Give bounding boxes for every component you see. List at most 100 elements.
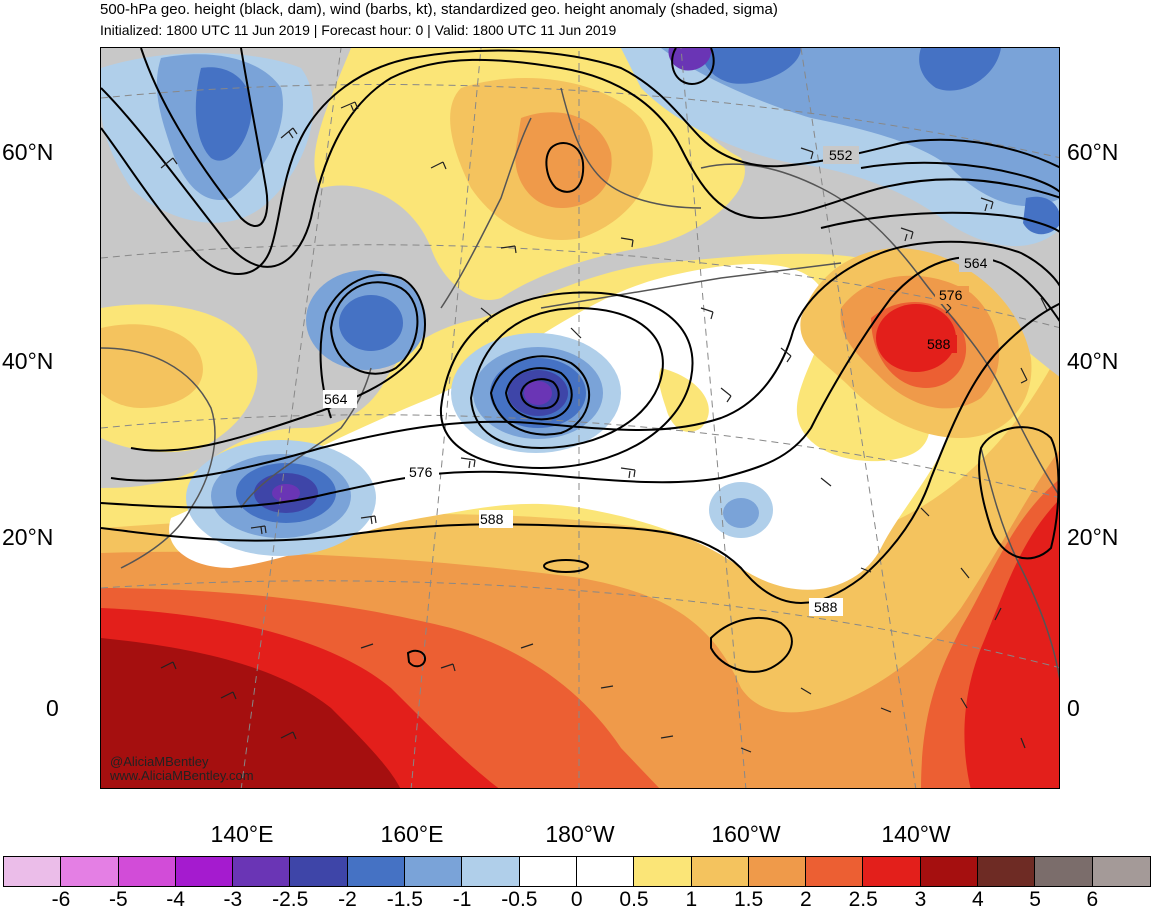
- coast-bering: [560, 87, 702, 209]
- lat-label-60n-right: 60°N: [1067, 139, 1119, 165]
- colorbar-label: 5: [1029, 888, 1041, 911]
- lat-label-60n-left: 60°N: [2, 139, 54, 165]
- colorbar-label: -1.5: [386, 888, 423, 911]
- contour-label: 588: [927, 336, 951, 352]
- anomaly-blue-hawaii-2: [723, 498, 759, 528]
- contour-588-cell: [543, 559, 589, 573]
- contour-north-4: [545, 142, 585, 193]
- colorbar-swatch: [1035, 857, 1093, 886]
- lat-label-20n-right: 20°N: [1067, 524, 1119, 550]
- contour-label: 588: [814, 599, 838, 615]
- colorbar-swatch: [691, 857, 749, 886]
- colorbar-swatch: [978, 857, 1036, 886]
- coast-japan: [240, 367, 372, 509]
- contour-north-1: [101, 58, 1059, 268]
- colorbar-swatch: [519, 857, 577, 886]
- wind-barbs: [160, 101, 1048, 753]
- anomaly-positive-siberia-3: [515, 112, 612, 208]
- anomaly-blue-ne-5: [1023, 196, 1059, 235]
- colorbar-label: -3: [223, 888, 243, 911]
- colorbar-swatch: [61, 857, 119, 886]
- contour-mid-2: [439, 291, 694, 470]
- anomaly-blue-central-5: [524, 381, 552, 405]
- lat-label-20n-left: 20°N: [2, 524, 54, 550]
- colorbar-swatch: [806, 857, 864, 886]
- colorbar-swatch: [118, 857, 176, 886]
- colorbar-label: 4: [971, 888, 984, 911]
- contour-588-hawaii: [710, 617, 793, 673]
- colorbar-label: 2: [800, 888, 812, 911]
- colorbar-swatch: [4, 857, 62, 886]
- colorbar-label: -2: [338, 888, 357, 911]
- contour-north-2: [140, 48, 269, 228]
- contour-label: 576: [409, 464, 433, 480]
- contour-label: 576: [939, 287, 963, 303]
- colorbar-swatch: [462, 857, 520, 886]
- contour-label: 588: [480, 511, 504, 527]
- map-subtitle: Initialized: 1800 UTC 11 Jun 2019 | Fore…: [100, 22, 617, 38]
- colorbar-swatch: [233, 857, 291, 886]
- contour-low-center-2: [504, 367, 573, 421]
- colorbar-swatch: [634, 857, 692, 886]
- colorbar-swatch: [863, 857, 921, 886]
- credit-url[interactable]: www.AliciaMBentley.com: [110, 768, 254, 783]
- contour-label: 564: [964, 255, 988, 271]
- anomaly-blue-ne-core: [668, 48, 712, 71]
- contour-ne-1: [820, 211, 1059, 233]
- coast-alaska: [700, 163, 1059, 497]
- colorbar-label: 2.5: [848, 888, 878, 911]
- contour-label-group: 552 564 564 576 576 588 588 588: [323, 146, 993, 616]
- contour-label: 564: [324, 391, 348, 407]
- anomaly-blue-ne-3: [701, 48, 801, 84]
- colorbar-label: 3: [914, 888, 927, 911]
- colorbar-label: -0.5: [501, 888, 538, 911]
- contour-ne-2: [860, 161, 1059, 193]
- colorbar-label: -5: [108, 888, 128, 911]
- colorbar-swatch: [1092, 857, 1150, 886]
- contour-okhotsk: [329, 281, 419, 375]
- graticule: [101, 48, 1059, 788]
- anomaly-band-3-east: [964, 500, 1059, 788]
- colorbar-label: 0.5: [619, 888, 649, 911]
- lon-label-180w: 180°W: [545, 821, 615, 847]
- colorbar-label: -6: [51, 888, 71, 911]
- colorbar-label: 1: [685, 888, 698, 911]
- colorbar-swatch: [748, 857, 807, 886]
- lon-label-140e: 140°E: [210, 821, 274, 847]
- colorbar-swatch: [920, 857, 979, 886]
- contour-label: 552: [829, 147, 853, 163]
- colorbar-label: 1.5: [733, 888, 764, 911]
- contour-low-center-3: [519, 378, 560, 410]
- colorbar-swatch: [175, 857, 234, 886]
- colorbar-label: 0: [570, 888, 583, 911]
- map-panel: 552 564 564 576 576 588 588 588: [100, 47, 1060, 789]
- contour-low-center-1: [489, 355, 590, 436]
- contour-564-a: [110, 240, 1059, 482]
- colorbar-swatch: [347, 857, 406, 886]
- anomaly-red-ridge-4: [876, 304, 956, 372]
- anomaly-blue-japan-5: [272, 484, 300, 502]
- lat-label-40n-right: 40°N: [1067, 348, 1119, 374]
- colorbar-label: 6: [1086, 888, 1099, 911]
- coast-aleutians: [540, 262, 842, 309]
- lon-label-160w: 160°W: [711, 821, 781, 847]
- anomaly-blue-ne-4: [919, 48, 1001, 91]
- contour-594-ring: [406, 649, 427, 668]
- anomaly-blue-nw-3: [195, 67, 252, 161]
- coast-mexico: [980, 447, 1059, 680]
- lon-label-140w: 140°W: [881, 821, 951, 847]
- colorbar-swatch: [576, 857, 635, 886]
- anomaly-positive-west-2: [101, 324, 203, 408]
- colorbar-label: -1: [452, 888, 472, 911]
- lon-label-160e: 160°E: [380, 821, 444, 847]
- contour-north-3: [671, 48, 715, 85]
- colorbar: [3, 856, 1151, 887]
- contour-576: [101, 256, 1059, 509]
- contour-mid-1: [469, 306, 664, 450]
- anomaly-blue-okhotsk-2: [339, 295, 403, 351]
- colorbar-swatch: [290, 857, 348, 886]
- credit-handle: @AliciaMBentley: [110, 754, 209, 769]
- lat-label-40n-left: 40°N: [2, 348, 54, 374]
- lat-label-0-right: 0: [1067, 695, 1080, 721]
- colorbar-label: -2.5: [272, 888, 309, 911]
